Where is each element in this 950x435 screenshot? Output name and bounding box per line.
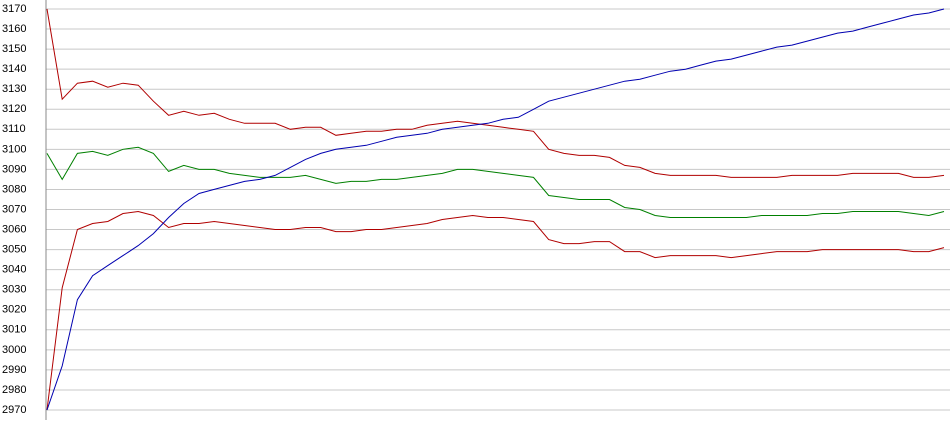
y-tick-label: 3060 (2, 223, 26, 235)
y-tick-label: 3100 (2, 143, 26, 155)
y-tick-label: 3110 (2, 123, 26, 135)
y-tick-label: 3150 (2, 43, 26, 55)
y-tick-label: 2980 (2, 384, 26, 396)
y-tick-label: 3030 (2, 284, 26, 296)
y-tick-label: 3120 (2, 103, 26, 115)
y-tick-label: 3170 (2, 3, 26, 15)
series-line (46, 8, 945, 411)
y-tick-label: 3090 (2, 163, 26, 175)
series-line (46, 210, 945, 411)
y-tick-label: 3130 (2, 83, 26, 95)
series-line (46, 146, 945, 218)
y-tick-label: 3140 (2, 63, 26, 75)
y-tick-label: 3070 (2, 203, 26, 215)
series-line (46, 8, 945, 178)
y-tick-label: 3080 (2, 183, 26, 195)
y-tick-label: 3040 (2, 264, 26, 276)
y-tick-label: 3020 (2, 304, 26, 316)
y-tick-label: 3010 (2, 324, 26, 336)
y-tick-label: 3050 (2, 244, 26, 256)
y-tick-label: 2970 (2, 404, 26, 416)
y-tick-label: 3160 (2, 23, 26, 35)
y-tick-label: 3000 (2, 344, 26, 356)
y-tick-label: 2990 (2, 364, 26, 376)
